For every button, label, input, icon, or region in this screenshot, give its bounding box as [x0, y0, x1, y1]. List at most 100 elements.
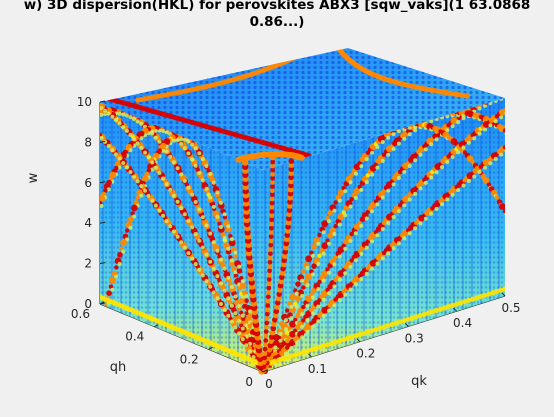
dispersion-point: [107, 96, 113, 102]
dispersion-point: [327, 308, 331, 313]
dispersion-point: [369, 328, 375, 334]
dispersion-point: [391, 246, 396, 251]
dispersion-point: [321, 278, 326, 283]
dispersion-point: [164, 149, 169, 154]
dispersion-point: [233, 250, 238, 255]
dispersion-point: [359, 164, 364, 169]
dispersion-point: [208, 284, 213, 289]
dispersion-point: [466, 297, 472, 303]
w-tick-label: 8: [84, 135, 92, 149]
dispersion-point: [300, 51, 306, 57]
dispersion-point: [124, 113, 129, 118]
dispersion-point: [143, 150, 147, 155]
dispersion-point: [103, 108, 108, 113]
dispersion-point: [139, 121, 144, 126]
dispersion-point: [287, 199, 293, 205]
dispersion-point: [291, 55, 297, 61]
dispersion-point: [336, 48, 342, 53]
dispersion-point: [504, 98, 505, 99]
dispersion-point: [161, 176, 166, 181]
dispersion-point: [381, 189, 387, 194]
dispersion-point: [117, 111, 122, 116]
dispersion-point: [222, 235, 227, 240]
dispersion-point: [309, 48, 315, 52]
dispersion-point: [270, 163, 275, 169]
dispersion-point: [288, 56, 294, 62]
dispersion-point: [327, 210, 334, 216]
dispersion-point: [270, 175, 275, 181]
dispersion-point: [285, 330, 290, 335]
dispersion-point: [494, 288, 500, 295]
dispersion-point: [318, 42, 323, 47]
dispersion-point: [321, 270, 329, 278]
dispersion-point: [348, 287, 353, 292]
qh-tick-label: 0: [245, 375, 253, 389]
w-tick: [99, 100, 106, 103]
dispersion-point: [268, 251, 273, 256]
dispersion-point: [434, 170, 439, 175]
w-tick-label: 2: [84, 257, 92, 271]
dispersion-point: [146, 155, 151, 160]
dispersion-point: [150, 129, 155, 134]
dispersion-point: [445, 128, 450, 133]
dispersion-point: [333, 224, 338, 229]
chart-title-line-2: 0.86...): [249, 14, 305, 30]
dispersion-point: [361, 330, 367, 336]
dispersion-point: [265, 303, 271, 308]
dispersion-point: [343, 189, 348, 194]
dispersion-point: [305, 265, 310, 270]
dispersion-point: [135, 179, 140, 184]
dispersion-point: [375, 165, 380, 170]
dispersion-point: [222, 307, 227, 312]
dispersion-point: [310, 253, 315, 258]
dispersion-point: [284, 236, 290, 243]
dispersion-point: [365, 209, 371, 215]
dispersion-point: [285, 219, 292, 226]
dispersion-point: [305, 303, 310, 308]
dispersion-point: [396, 129, 401, 134]
dispersion-point: [229, 237, 234, 242]
dispersion-point: [375, 202, 380, 207]
dispersion-point: [278, 338, 283, 343]
dispersion-point: [396, 141, 401, 146]
dispersion-point: [385, 323, 391, 329]
dispersion-point: [268, 242, 274, 248]
w-tick-label: 6: [84, 176, 92, 190]
dispersion-point: [300, 312, 305, 317]
dispersion-point: [164, 130, 169, 135]
qk-axis-label: qk: [411, 374, 427, 389]
dispersion-point: [333, 42, 338, 47]
dispersion-point: [284, 354, 290, 360]
dispersion-point: [499, 152, 504, 157]
dispersion-point: [197, 238, 202, 243]
dispersion-point: [269, 196, 275, 202]
dispersion-point: [288, 182, 294, 189]
dispersion-point: [179, 206, 184, 210]
dispersion-point: [364, 216, 369, 221]
dispersion-point: [229, 319, 234, 324]
dispersion-point: [321, 242, 329, 250]
dispersion-point: [244, 343, 249, 348]
dispersion-point: [239, 282, 247, 289]
dispersion-point: [284, 228, 291, 234]
dispersion-point: [264, 311, 270, 317]
qk-tick-label: 0.2: [356, 347, 375, 361]
qk-tick-label: 0.3: [405, 331, 424, 345]
dispersion-point: [282, 253, 288, 259]
dispersion-point: [418, 186, 423, 191]
dispersion-point: [261, 359, 267, 365]
dispersion-point: [233, 270, 238, 275]
dispersion-point: [139, 193, 144, 198]
dispersion-point: [182, 178, 187, 183]
dispersion-point: [279, 321, 285, 327]
dispersion-point: [381, 324, 387, 330]
dispersion-point: [103, 139, 108, 144]
dispersion-point: [288, 170, 295, 177]
dispersion-point: [330, 38, 335, 43]
dispersion-point: [268, 234, 274, 240]
dispersion-point: [131, 204, 138, 212]
dispersion-point: [103, 188, 108, 193]
dispersion-point: [316, 287, 321, 291]
dispersion-point: [204, 164, 209, 168]
